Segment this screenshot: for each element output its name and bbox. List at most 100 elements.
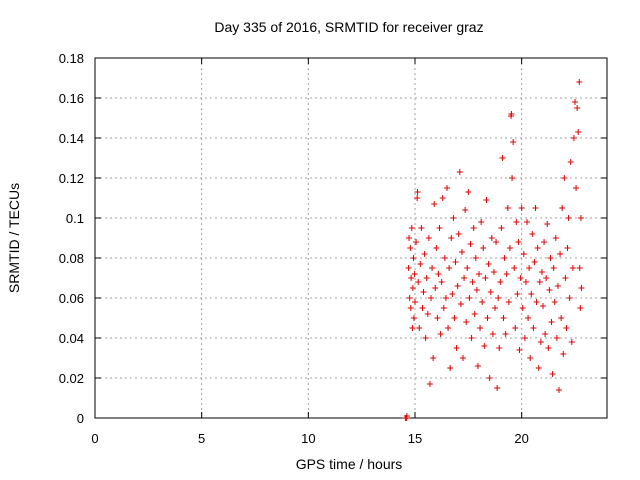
data-point [433, 245, 440, 251]
data-point [460, 355, 466, 361]
data-point [467, 241, 474, 247]
x-tick-marks [94, 58, 523, 418]
data-point [554, 283, 561, 289]
data-point [549, 371, 556, 377]
data-point [437, 331, 444, 337]
y-tick-label: 0.04 [59, 331, 84, 346]
data-point [415, 279, 422, 285]
data-point [498, 225, 505, 231]
data-point [499, 155, 506, 161]
y-tick-label: 0.02 [59, 371, 84, 386]
data-point [570, 135, 577, 141]
data-point [472, 255, 479, 261]
data-point [416, 325, 423, 331]
data-point [425, 235, 432, 241]
data-point [473, 287, 480, 293]
data-point [518, 205, 525, 211]
data-point [429, 265, 436, 271]
data-point [517, 275, 524, 281]
data-point [481, 343, 488, 349]
data-point [480, 245, 487, 251]
data-point [562, 275, 569, 281]
data-point [470, 225, 477, 231]
data-point [466, 295, 473, 301]
data-point [534, 245, 541, 251]
data-point [454, 283, 461, 289]
plot-frame [94, 57, 608, 419]
data-point [502, 331, 509, 337]
data-point [431, 201, 438, 207]
data-point [420, 289, 427, 295]
data-point [504, 205, 511, 211]
x-tick-label: 0 [91, 431, 98, 446]
data-point [553, 335, 560, 341]
data-point [513, 219, 520, 225]
y-axis-label: SRMTID / TECUs [6, 183, 22, 293]
data-point [422, 335, 429, 341]
data-point [529, 231, 536, 237]
data-point [406, 235, 413, 241]
data-point [566, 295, 573, 301]
y-tick-label: 0.18 [59, 51, 84, 66]
data-point [556, 387, 562, 393]
data-point [417, 261, 424, 267]
data-point [542, 331, 549, 337]
data-point [559, 205, 566, 211]
data-point [565, 215, 572, 221]
x-tick-labels: 0 5 10 15 20 [91, 431, 529, 446]
data-point [488, 235, 495, 241]
data-point [444, 185, 450, 191]
data-point [522, 279, 529, 285]
data-point [457, 301, 464, 307]
data-point [436, 225, 443, 231]
y-tick-label: 0.16 [59, 91, 84, 106]
data-point [435, 271, 442, 277]
data-point [462, 207, 469, 213]
data-point [495, 295, 502, 301]
data-point [508, 111, 515, 117]
y-tick-label: 0.1 [66, 211, 84, 226]
data-point [484, 315, 491, 321]
data-point [545, 345, 552, 351]
data-point [418, 225, 425, 231]
data-points [402, 79, 585, 421]
data-point [449, 291, 456, 297]
y-tick-label: 0.12 [59, 171, 84, 186]
data-point [512, 325, 519, 331]
x-axis-label: GPS time / hours [296, 456, 403, 472]
data-point [474, 363, 481, 369]
data-point [514, 291, 521, 297]
data-point [411, 271, 418, 277]
data-point [576, 79, 583, 85]
data-point [509, 175, 516, 181]
data-point [510, 139, 517, 145]
data-point [409, 325, 416, 331]
data-point [406, 295, 413, 301]
data-point [413, 239, 420, 245]
data-point [525, 315, 532, 321]
data-point [557, 251, 564, 257]
data-point [516, 347, 523, 353]
data-point [535, 365, 542, 371]
data-point [445, 325, 452, 331]
data-point [456, 169, 463, 175]
x-tick-label: 15 [408, 431, 422, 446]
data-point [423, 275, 430, 281]
data-point [412, 299, 418, 305]
data-point [541, 239, 548, 245]
data-point [458, 249, 465, 255]
data-point [538, 269, 545, 275]
data-point [439, 195, 446, 201]
data-point [469, 279, 476, 285]
chart-title: Day 335 of 2016, SRMTID for receiver gra… [214, 19, 483, 35]
data-point [434, 315, 441, 321]
data-point [558, 315, 565, 321]
data-point [497, 279, 504, 285]
data-point [407, 305, 414, 311]
data-point [405, 265, 412, 271]
data-point [461, 275, 468, 281]
data-point [567, 159, 574, 165]
data-point [546, 287, 553, 293]
y-tick-marks [95, 57, 607, 419]
data-point [421, 251, 428, 257]
